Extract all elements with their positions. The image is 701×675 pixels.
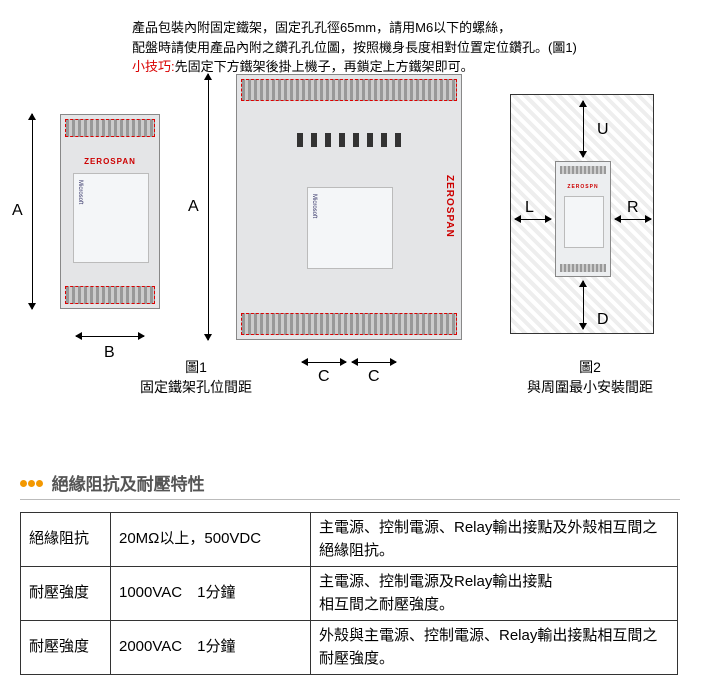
fig2-dim-l-line [515,219,551,220]
fig2-outerbox: ZEROSPN U D L R [510,94,654,334]
row1-desc: 主電源、控制電源及Relay輸出接點 相互間之耐壓強度。 [311,567,678,621]
brand-label: ZEROSPAN [61,157,159,166]
fig2-caption-l1: 圖2 [500,358,680,378]
row1-label: 耐壓強度 [21,567,111,621]
fig1-caption-l2: 固定鐵架孔位間距 [116,378,276,398]
row0-value: 20MΩ以上，500VDC [111,513,311,567]
row2-desc: 外殼與主電源、控制電源、Relay輸出接點相互間之耐壓強度。 [311,621,678,675]
figmid-vents [297,133,403,147]
section-header: 絕緣阻抗及耐壓特性 [20,470,680,500]
fig2-device: ZEROSPN [555,161,611,277]
fig1-caption-l1: 圖1 [116,358,276,378]
fig2-dim-d-line [583,281,584,329]
section-divider [20,499,680,500]
fig1-dim-b-label: B [104,344,115,362]
figmid-dim-c1-label: C [318,368,330,386]
fig2-dim-u-line [583,101,584,157]
diagrams-area: ZEROSPAN Microsoft A B Microsoft ZEROSPA… [20,74,680,394]
fig2-dim-l-label: L [525,199,534,217]
fig1-device: ZEROSPAN Microsoft [60,114,160,309]
fig1-caption: 圖1 固定鐵架孔位間距 [116,358,276,397]
row1-value: 1000VAC 1分鐘 [111,567,311,621]
fig2-dim-d-label: D [597,311,609,329]
figmid-dim-c2-line [352,362,396,363]
figmid-dim-c1-line [302,362,346,363]
row0-desc: 主電源、控制電源、Relay輸出接點及外殼相互間之絕緣阻抗。 [311,513,678,567]
intro-line2: 配盤時請使用產品內附之鑽孔孔位圖，按照機身長度相對位置定位鑽孔。(圖1) [132,38,577,58]
tip-label: 小技巧: [132,59,175,74]
panel-microlabel-2: Microsoft [311,194,317,218]
fig1-topstrip [65,119,155,137]
spec-table: 絕緣阻抗 20MΩ以上，500VDC 主電源、控制電源、Relay輸出接點及外殼… [20,512,678,675]
fig1: ZEROSPAN Microsoft A B [60,114,160,309]
figmid-panel: Microsoft [307,187,393,269]
figmid-brand: ZEROSPAN [444,175,455,238]
fig2-botstrip [560,264,606,272]
fig1-dim-a-line [32,114,33,309]
fig2-dim-r-label: R [627,199,639,217]
intro-line1: 產品包裝內附固定鐵架，固定孔孔徑65mm，請用M6以下的螺絲， [132,18,577,38]
table-row: 耐壓強度 2000VAC 1分鐘 外殼與主電源、控制電源、Relay輸出接點相互… [21,621,678,675]
fig2-caption: 圖2 與周圍最小安裝間距 [500,358,680,397]
figmid-botstrip [241,313,457,335]
panel-microlabel: Microsoft [77,180,83,204]
fig1-dim-b-line [76,336,144,337]
row2-value: 2000VAC 1分鐘 [111,621,311,675]
header-dots-icon [20,475,44,490]
figmid-topstrip [241,79,457,101]
figmid-dim-a-label: A [188,198,199,216]
fig1-panel: Microsoft [73,173,149,263]
fig2-dim-r-line [615,219,651,220]
section-title: 絕緣阻抗及耐壓特性 [52,470,205,495]
row2-label: 耐壓強度 [21,621,111,675]
fig2-topstrip [560,166,606,174]
fig2-brand: ZEROSPN [556,184,610,190]
table-row: 絕緣阻抗 20MΩ以上，500VDC 主電源、控制電源、Relay輸出接點及外殼… [21,513,678,567]
figmid-dim-a-line [208,74,209,340]
intro-text: 產品包裝內附固定鐵架，固定孔孔徑65mm，請用M6以下的螺絲， 配盤時請使用產品… [132,18,577,77]
fig-mid: Microsoft ZEROSPAN A C C [236,74,462,340]
row0-label: 絕緣阻抗 [21,513,111,567]
fig2-dim-u-label: U [597,121,609,139]
fig1-botstrip [65,286,155,304]
table-row: 耐壓強度 1000VAC 1分鐘 主電源、控制電源及Relay輸出接點 相互間之… [21,567,678,621]
fig1-dim-a-label: A [12,202,23,220]
figmid-device: Microsoft ZEROSPAN [236,74,462,340]
tip-text: 先固定下方鐵架後掛上機子，再鎖定上方鐵架即可。 [175,59,474,74]
figmid-dim-c2-label: C [368,368,380,386]
fig2-caption-l2: 與周圍最小安裝間距 [500,378,680,398]
fig2-panel [564,196,604,248]
